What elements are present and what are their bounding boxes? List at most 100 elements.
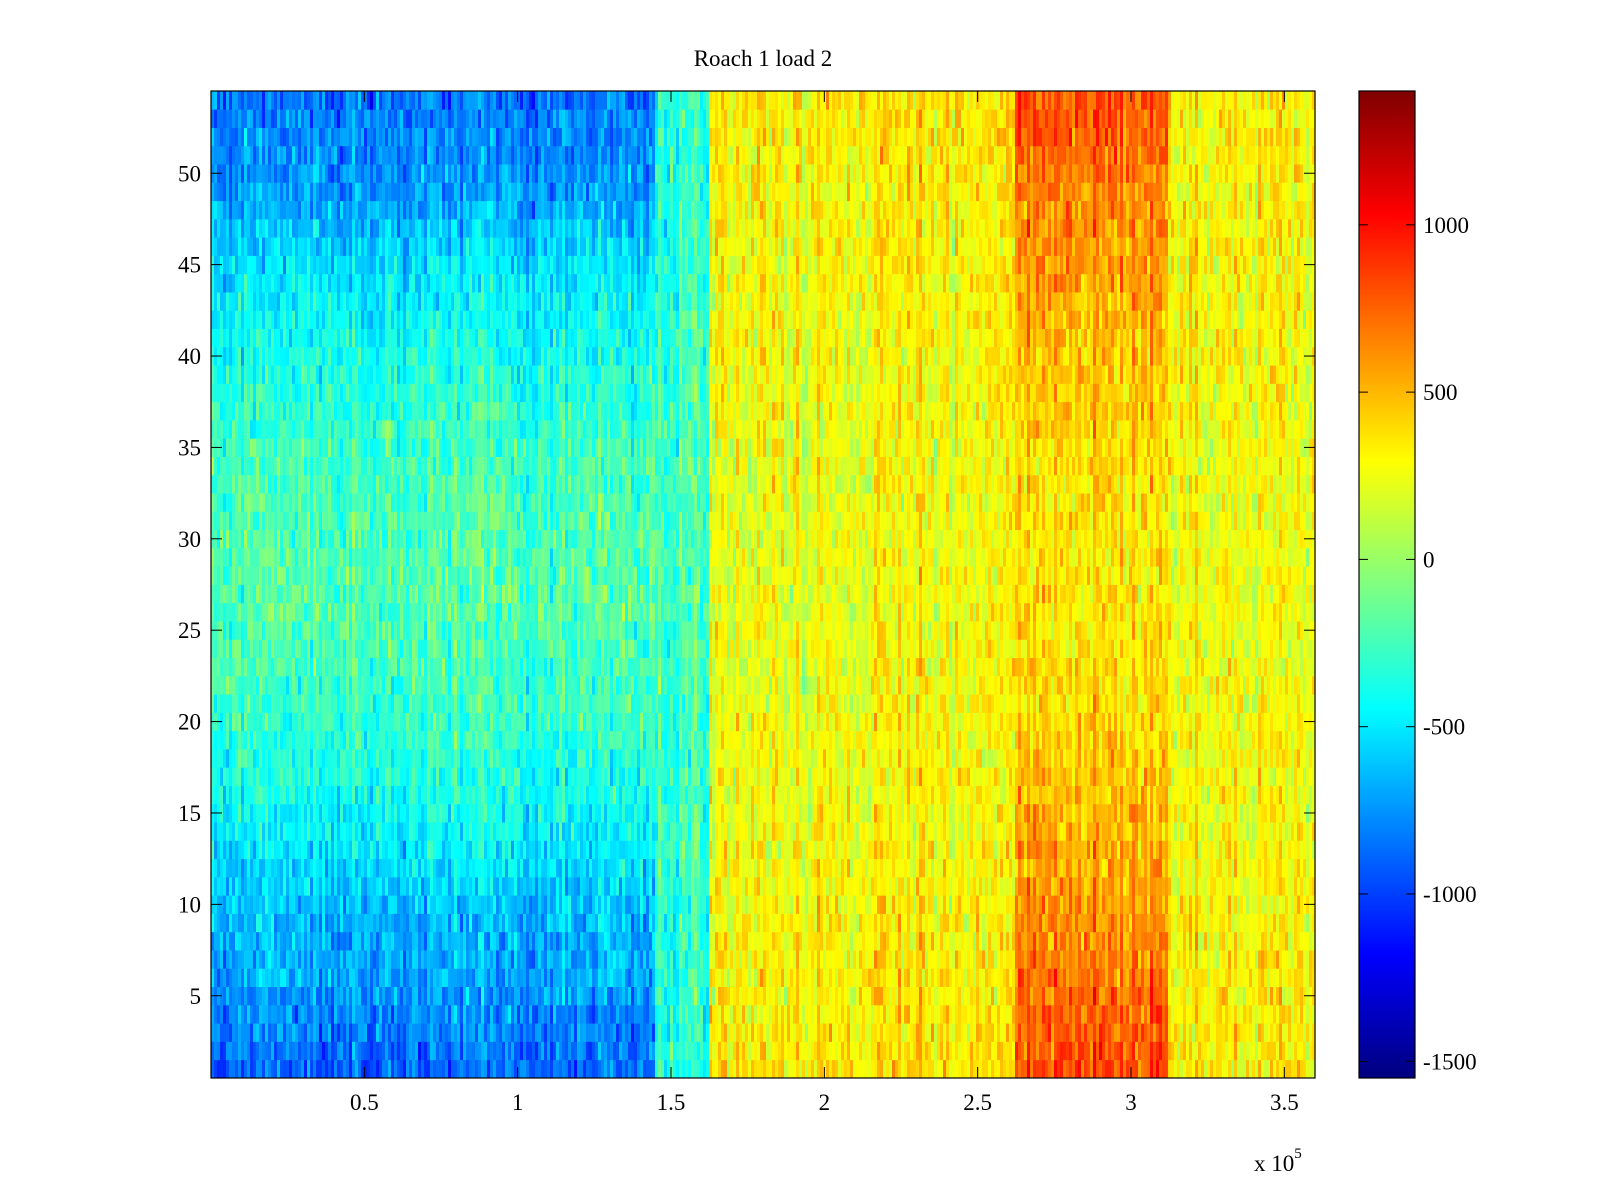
heatmap-cell <box>274 511 278 531</box>
heatmap-cell <box>220 566 224 585</box>
heatmap-cell <box>250 420 254 439</box>
heatmap-cell <box>430 328 434 348</box>
heatmap-cell <box>472 840 476 860</box>
heatmap-cell <box>445 767 449 786</box>
heatmap-cell <box>232 950 236 969</box>
heatmap-cell <box>256 639 260 659</box>
heatmap-cell <box>478 200 482 220</box>
heatmap-cell <box>475 493 479 512</box>
heatmap-cell <box>352 438 356 457</box>
heatmap-cell <box>394 986 398 1006</box>
heatmap-cell <box>424 950 428 969</box>
heatmap-cell <box>343 566 347 585</box>
heatmap-cell <box>475 730 479 750</box>
heatmap-cell <box>454 438 458 457</box>
heatmap-cell <box>433 840 437 860</box>
heatmap-cell <box>412 584 416 604</box>
heatmap-cell <box>244 913 248 933</box>
heatmap-cell <box>427 602 431 622</box>
heatmap-cell <box>274 621 278 640</box>
heatmap-cell <box>373 328 377 348</box>
heatmap-cell <box>463 584 467 604</box>
heatmap-cell <box>352 200 356 220</box>
heatmap-cell <box>385 255 389 275</box>
heatmap-cell <box>223 566 227 585</box>
heatmap-cell <box>253 986 257 1006</box>
heatmap-cell <box>217 950 221 969</box>
heatmap-cell <box>358 456 362 476</box>
heatmap-cell <box>271 621 275 640</box>
heatmap-cell <box>277 840 281 860</box>
heatmap-cell <box>334 858 338 878</box>
heatmap-cell <box>364 858 368 878</box>
heatmap-cell <box>280 328 284 348</box>
heatmap-cell <box>403 529 407 549</box>
heatmap-cell <box>415 237 419 256</box>
heatmap-cell <box>244 91 248 110</box>
heatmap-cell <box>229 273 233 293</box>
heatmap-cell <box>271 584 275 604</box>
heatmap-cell <box>421 164 425 183</box>
heatmap-cell <box>394 767 398 786</box>
heatmap-cell <box>244 584 248 604</box>
heatmap-cell <box>304 365 308 384</box>
heatmap-cell <box>457 109 461 128</box>
heatmap-cell <box>307 164 311 183</box>
heatmap-cell <box>430 895 434 914</box>
heatmap-cell <box>289 474 293 494</box>
heatmap-cell <box>247 895 251 914</box>
heatmap-cell <box>283 621 287 640</box>
heatmap-cell <box>358 968 362 988</box>
heatmap-cell <box>301 913 305 933</box>
heatmap-cell <box>304 986 308 1006</box>
heatmap-cell <box>460 127 464 147</box>
heatmap-cell <box>262 255 266 275</box>
heatmap-cell <box>394 950 398 969</box>
heatmap-cell <box>397 164 401 183</box>
heatmap-cell <box>481 840 485 860</box>
heatmap-cell <box>358 584 362 604</box>
heatmap-cell <box>214 401 218 421</box>
heatmap-cell <box>445 292 449 311</box>
heatmap-cell <box>397 931 401 951</box>
heatmap-cell <box>466 1041 470 1061</box>
heatmap-cell <box>295 639 299 659</box>
heatmap-cell <box>337 913 341 933</box>
heatmap-cell <box>346 913 350 933</box>
heatmap-cell <box>334 785 338 805</box>
heatmap-cell <box>439 547 443 567</box>
heatmap-cell <box>280 292 284 311</box>
heatmap-cell <box>322 749 326 768</box>
heatmap-cell <box>334 218 338 238</box>
heatmap-cell <box>433 127 437 147</box>
heatmap-cell <box>244 840 248 860</box>
heatmap-cell <box>250 950 254 969</box>
heatmap-cell <box>289 200 293 220</box>
heatmap-cell <box>385 621 389 640</box>
heatmap-cell <box>250 1041 254 1061</box>
heatmap-cell <box>394 840 398 860</box>
heatmap-cell <box>352 785 356 805</box>
heatmap-cell <box>274 712 278 732</box>
heatmap-cell <box>322 950 326 969</box>
heatmap-cell <box>316 438 320 457</box>
heatmap-cell <box>286 602 290 622</box>
heatmap-cell <box>328 621 332 640</box>
heatmap-cell <box>367 255 371 275</box>
heatmap-cell <box>415 511 419 531</box>
heatmap-cell <box>412 730 416 750</box>
heatmap-cell <box>232 365 236 384</box>
heatmap-cell <box>262 639 266 659</box>
heatmap-cell <box>274 767 278 786</box>
heatmap-cell <box>484 767 488 786</box>
heatmap-cell <box>310 968 314 988</box>
heatmap-cell <box>436 694 440 713</box>
heatmap-cell <box>391 273 395 293</box>
heatmap-cell <box>253 1059 257 1078</box>
heatmap-cell <box>448 785 452 805</box>
heatmap-cell <box>475 346 479 366</box>
heatmap-cell <box>382 858 386 878</box>
heatmap-cell <box>487 950 491 969</box>
heatmap-cell <box>436 730 440 750</box>
heatmap-cell <box>229 420 233 439</box>
